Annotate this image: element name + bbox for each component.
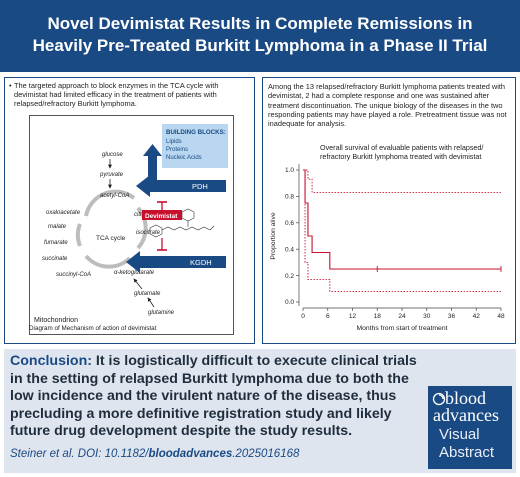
- survival-estimate-line: [303, 169, 501, 270]
- building-blocks-card: BUILDING BLOCKS: Lipids Proteins Nucleic…: [162, 124, 228, 168]
- akg-label: α-ketoglutarate: [114, 270, 155, 276]
- y-tick-label: 1.0: [285, 167, 294, 174]
- x-tick-label: 36: [448, 313, 456, 320]
- logo-swirl-icon: [432, 392, 446, 406]
- y-tick-label: 0.4: [285, 246, 294, 253]
- glutamate-arrow: [133, 278, 143, 290]
- title-line-2: Heavily Pre-Treated Burkitt Lymphoma in …: [32, 36, 488, 55]
- mechanism-panel: • The targeted approach to block enzymes…: [4, 77, 255, 344]
- x-tick-label: 42: [473, 313, 481, 320]
- survival-upper-ci-line: [303, 169, 501, 193]
- glutamine-arrow: [147, 297, 155, 308]
- citation-journal: bloodadvances: [148, 448, 233, 460]
- conclusion-section: Conclusion: It is logistically difficult…: [4, 349, 516, 473]
- glutamate-label: glutamate: [134, 291, 161, 297]
- succinyl-coa-label: succinyl-CoA: [56, 272, 91, 278]
- survival-lower-ci-line: [303, 169, 501, 292]
- bullet-marker: •: [9, 81, 12, 90]
- citation: Steiner et al. DOI: 10.1182/bloodadvance…: [10, 448, 299, 460]
- isocitrate-label: isocitrate: [136, 230, 161, 236]
- header-banner: Novel Devimistat Results in Complete Rem…: [0, 0, 520, 72]
- conclusion-label: Conclusion:: [10, 353, 92, 369]
- y-axis-label: Proportion alive: [270, 212, 277, 259]
- x-tick-label: 30: [423, 313, 431, 320]
- y-tick-label: 0.2: [285, 273, 294, 280]
- conclusion-text: It is logistically difficult to execute …: [10, 353, 417, 440]
- oxaloacetate-label: oxaloacetate: [46, 210, 81, 216]
- survival-chart: 0.0 0.2 0.4 0.6 0.8 1.0 0 6 12 18 24 30 36 42 48 Months…: [270, 164, 505, 332]
- logo-word-blood: blood: [445, 388, 487, 408]
- succinate-label: succinate: [42, 256, 68, 262]
- x-tick-label: 6: [326, 313, 330, 320]
- logo-word-abstract: Abstract: [439, 444, 495, 461]
- logo-word-visual: Visual: [439, 426, 480, 443]
- y-tick-label: 0.0: [285, 299, 294, 306]
- mechanism-diagram: TCA cycle glucose pyruvate acetyl-CoA ox…: [29, 115, 234, 335]
- kgdh-arrow: KGDH: [126, 251, 226, 273]
- x-tick-label: 12: [349, 313, 357, 320]
- x-tick-label: 48: [497, 313, 505, 320]
- building-blocks-title: BUILDING BLOCKS:: [166, 129, 226, 136]
- chart-title: Overall survival of evaluable patients w…: [320, 143, 484, 161]
- building-blocks-arrow: [143, 144, 162, 180]
- devimistat-structure-icon: [149, 208, 215, 238]
- tca-cycle-label: TCA cycle: [96, 235, 126, 242]
- building-block-lipids: Lipids: [166, 139, 182, 145]
- building-block-nucleic-acids: Nucleic Acids: [166, 155, 202, 161]
- conclusion-statement: Conclusion: It is logistically difficult…: [10, 353, 426, 441]
- blood-advances-logo: blood advances Visual Abstract: [428, 386, 512, 469]
- mitochondrion-label: Mitochondrion: [34, 317, 78, 324]
- acetyl-coa-label: acetyl-CoA: [100, 193, 129, 199]
- tca-cycle-ring: [75, 189, 148, 269]
- pdh-label: PDH: [192, 182, 208, 191]
- pdh-arrow: PDH: [136, 175, 226, 197]
- fumarate-label: fumarate: [44, 240, 68, 246]
- y-tick-label: 0.6: [285, 220, 294, 227]
- y-tick-label: 0.8: [285, 194, 294, 201]
- kgdh-label: KGDH: [190, 258, 212, 267]
- mechanism-text: The targeted approach to block enzymes i…: [14, 81, 219, 108]
- glutamine-label: glutamine: [148, 310, 175, 316]
- glucose-label: glucose: [102, 152, 123, 158]
- devimistat-label: Devimistat: [145, 213, 178, 220]
- devimistat-badge: [142, 210, 182, 220]
- building-block-proteins: Proteins: [166, 147, 188, 153]
- malate-label: malate: [48, 224, 67, 230]
- title-line-1: Novel Devimistat Results in Complete Rem…: [47, 14, 473, 33]
- x-tick-label: 18: [374, 313, 382, 320]
- mechanism-summary: • The targeted approach to block enzymes…: [9, 81, 251, 108]
- x-tick-label: 24: [398, 313, 406, 320]
- results-panel: Among the 13 relapsed/refractory Burkitt…: [262, 77, 516, 344]
- diagram-caption: Diagram of Mechanism of action of devimi…: [29, 325, 157, 332]
- citation-suffix: .2025016168: [232, 448, 300, 460]
- logo-word-advances: advances: [433, 405, 499, 425]
- citation-prefix: Steiner et al. DOI: 10.1182/: [10, 448, 149, 460]
- x-axis-label: Months from start of treatment: [356, 325, 447, 332]
- results-summary: Among the 13 relapsed/refractory Burkitt…: [268, 82, 507, 129]
- x-tick-label: 0: [301, 313, 305, 320]
- pyruvate-label: pyruvate: [99, 172, 124, 178]
